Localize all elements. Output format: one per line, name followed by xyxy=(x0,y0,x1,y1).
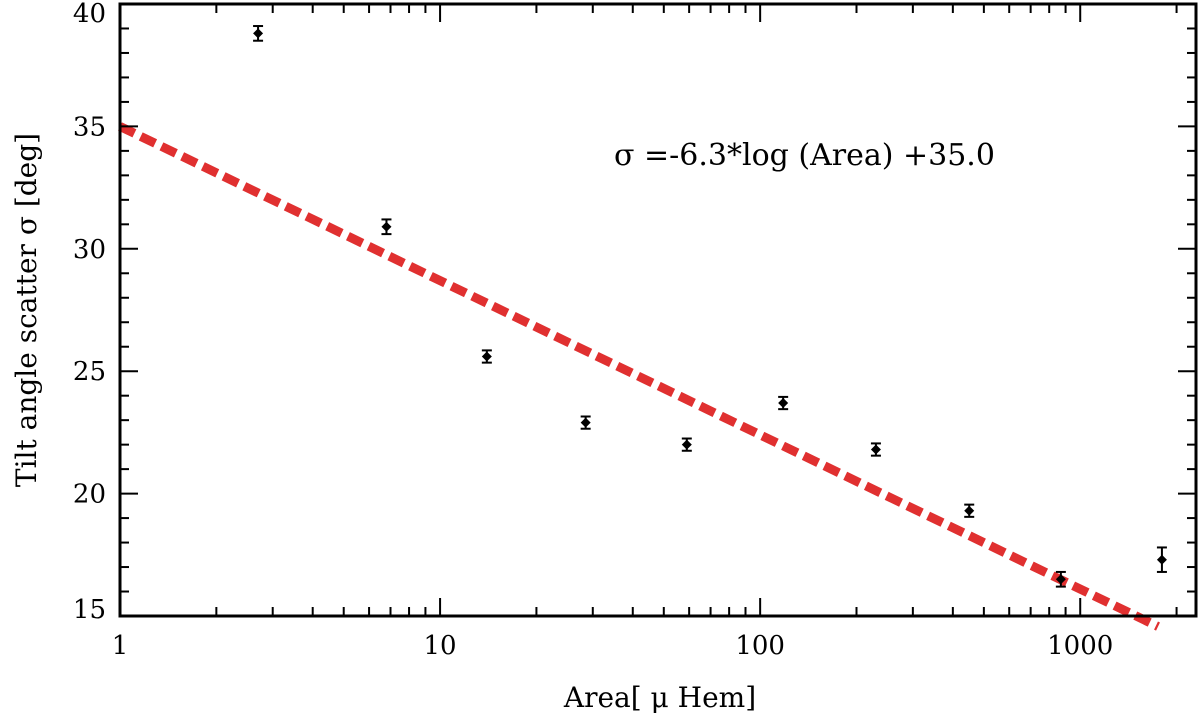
diamond-marker xyxy=(1055,574,1066,585)
data-point xyxy=(1156,546,1167,573)
data-point xyxy=(964,503,975,518)
data-point xyxy=(381,218,392,236)
data-point xyxy=(870,442,881,457)
diamond-marker xyxy=(681,439,692,450)
x-axis-title: Area[ μ Hem] xyxy=(563,681,756,714)
diamond-marker xyxy=(1156,554,1167,565)
data-point xyxy=(580,415,591,430)
y-tick-label: 25 xyxy=(73,357,106,387)
x-tick-label: 100 xyxy=(735,631,785,661)
fit-layer xyxy=(118,122,1160,631)
plot-frame xyxy=(118,2,1198,618)
points-layer xyxy=(253,25,1167,588)
data-point xyxy=(1055,570,1066,588)
diamond-marker xyxy=(253,28,264,39)
diamond-marker xyxy=(381,221,392,232)
diamond-marker xyxy=(964,505,975,516)
diamond-marker xyxy=(580,417,591,428)
y-tick-label: 30 xyxy=(73,235,106,265)
diamond-marker xyxy=(481,351,492,362)
fit-annotation: σ =-6.3*log (Area) +35.0 xyxy=(614,138,995,173)
diamond-marker xyxy=(778,398,789,409)
x-tick-label: 1 xyxy=(112,631,129,661)
diamond-marker xyxy=(870,444,881,455)
y-tick-label: 40 xyxy=(73,0,106,29)
fit-line xyxy=(118,122,1160,631)
x-tick-label: 10 xyxy=(424,631,457,661)
y-tick-label: 15 xyxy=(73,595,106,625)
y-axis-title: Tilt angle scatter σ [deg] xyxy=(10,133,43,487)
ticks-layer xyxy=(119,3,1196,617)
data-point xyxy=(253,25,264,42)
data-point xyxy=(778,395,789,411)
x-tick-label: 1000 xyxy=(1047,631,1113,661)
data-point xyxy=(481,349,492,364)
y-tick-label: 35 xyxy=(73,112,106,142)
data-point xyxy=(681,437,692,452)
y-tick-label: 20 xyxy=(73,480,106,510)
tick-labels-layer: 1 10 100 1000 15 20 25 30 35 40 xyxy=(73,0,1113,661)
